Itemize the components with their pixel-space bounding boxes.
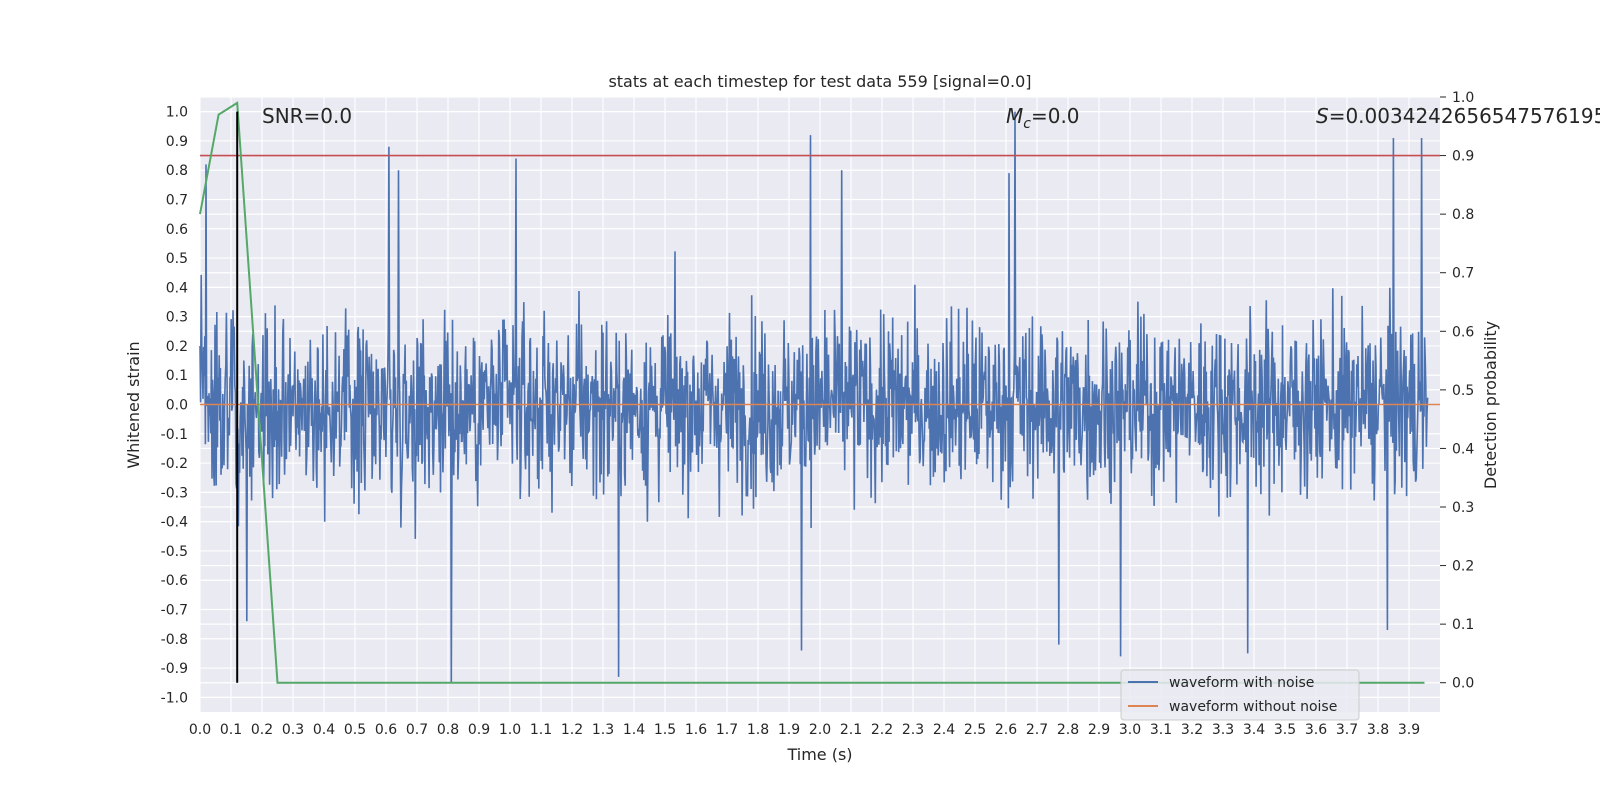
legend-box <box>1120 669 1360 721</box>
x-tick-label: 2.0 <box>809 722 831 738</box>
x-tick-label: 3.4 <box>1243 722 1265 738</box>
y-tick-label: 0.0 <box>166 398 188 414</box>
x-tick-label: 3.8 <box>1367 722 1389 738</box>
x-tick-label: 1.7 <box>716 722 738 738</box>
y-tick-label: -0.1 <box>161 427 188 443</box>
s-symbol: S <box>1316 104 1329 128</box>
mc-subscript: c <box>1023 116 1031 132</box>
x-tick-label: 2.1 <box>840 722 862 738</box>
y-axis-right-label: Detection probability <box>1481 321 1500 489</box>
x-tick-label: 3.9 <box>1398 722 1420 738</box>
y-tick-label: 0.3 <box>166 310 188 326</box>
y-tick-label: 0.4 <box>166 280 188 296</box>
ticks-group: 0.0 0.1 0.2 0.3 0.4 0.5 0.6 0.7 0.8 0.9 1.0 1.1 1.2 1… <box>161 90 1475 738</box>
noise-series-group <box>199 111 1429 683</box>
x-tick-label: 0.4 <box>313 722 335 738</box>
x-tick-label: 3.3 <box>1212 722 1234 738</box>
y-tick-label: 0.6 <box>166 222 188 238</box>
y-right-tick-label: 0.3 <box>1452 500 1474 516</box>
x-tick-label: 0.1 <box>220 722 242 738</box>
y-right-tick-label: 0.1 <box>1452 617 1474 633</box>
x-tick-label: 0.5 <box>344 722 366 738</box>
x-tick-label: 2.3 <box>902 722 924 738</box>
y-right-tick-label: 0.7 <box>1452 266 1474 282</box>
y-right-tick-label: 0.2 <box>1452 559 1474 575</box>
x-tick-label: 3.2 <box>1181 722 1203 738</box>
y-tick-label: 0.7 <box>166 193 188 209</box>
y-tick-label: -0.9 <box>161 661 188 677</box>
x-tick-label: 2.5 <box>964 722 986 738</box>
y-tick-label: 0.1 <box>166 368 188 384</box>
y-tick-label: 0.2 <box>166 339 188 355</box>
x-tick-label: 0.2 <box>251 722 273 738</box>
y-right-tick-label: 0.5 <box>1452 383 1474 399</box>
x-tick-label: 2.4 <box>933 722 955 738</box>
y-right-tick-label: 0.9 <box>1452 149 1474 165</box>
snr-annotation: SNR=0.0 <box>262 104 352 128</box>
x-tick-label: 2.2 <box>871 722 893 738</box>
x-tick-label: 1.3 <box>592 722 614 738</box>
x-tick-label: 1.2 <box>561 722 583 738</box>
x-tick-label: 3.0 <box>1119 722 1141 738</box>
legend-label-noise: waveform with noise <box>1169 675 1314 691</box>
mc-symbol: M <box>1006 104 1023 128</box>
y-tick-label: 1.0 <box>166 105 188 121</box>
y-axis-label: Whitened strain <box>124 341 143 468</box>
y-tick-label: -0.5 <box>161 544 188 560</box>
mc-value: =0.0 <box>1031 104 1080 128</box>
legend-label-clean: waveform without noise <box>1169 699 1337 715</box>
x-tick-label: 0.0 <box>189 722 211 738</box>
legend: waveform with noise waveform without noi… <box>1120 669 1360 721</box>
y-tick-label: -0.6 <box>161 573 188 589</box>
x-tick-label: 0.8 <box>437 722 459 738</box>
x-tick-label: 2.8 <box>1057 722 1079 738</box>
y-tick-label: -1.0 <box>161 690 188 706</box>
y-tick-label: 0.8 <box>166 163 188 179</box>
x-tick-label: 3.5 <box>1274 722 1296 738</box>
annotations-group: SNR=0.0 Mc=0.0 S=0.0034242656547576195 <box>262 104 1600 132</box>
x-tick-label: 3.6 <box>1305 722 1327 738</box>
chart-title: stats at each timestep for test data 559… <box>608 72 1031 91</box>
x-tick-label: 2.6 <box>995 722 1017 738</box>
mc-annotation: Mc=0.0 <box>1006 104 1080 132</box>
y-right-tick-label: 0.8 <box>1452 207 1474 223</box>
x-tick-label: 1.4 <box>623 722 645 738</box>
y-right-tick-label: 0.4 <box>1452 441 1474 457</box>
y-right-tick-label: 0.6 <box>1452 324 1474 340</box>
x-tick-label: 1.0 <box>499 722 521 738</box>
y-tick-label: 0.9 <box>166 134 188 150</box>
x-tick-label: 1.6 <box>685 722 707 738</box>
y-tick-label: -0.4 <box>161 515 188 531</box>
x-tick-label: 1.8 <box>747 722 769 738</box>
x-tick-label: 1.5 <box>654 722 676 738</box>
series-waveform-with-noise <box>199 111 1429 683</box>
x-axis-label: Time (s) <box>786 745 852 764</box>
s-annotation: S=0.0034242656547576195 <box>1316 104 1600 128</box>
x-tick-label: 3.7 <box>1336 722 1358 738</box>
x-tick-label: 1.1 <box>530 722 552 738</box>
y-tick-label: -0.7 <box>161 603 188 619</box>
x-tick-label: 3.1 <box>1150 722 1172 738</box>
s-value: =0.0034242656547576195 <box>1329 104 1600 128</box>
y-tick-label: -0.3 <box>161 485 188 501</box>
x-tick-label: 1.9 <box>778 722 800 738</box>
y-right-tick-label: 1.0 <box>1452 90 1474 106</box>
x-tick-label: 2.9 <box>1088 722 1110 738</box>
y-right-tick-label: 0.0 <box>1452 676 1474 692</box>
y-tick-label: 0.5 <box>166 251 188 267</box>
y-tick-label: -0.2 <box>161 456 188 472</box>
x-tick-label: 0.6 <box>375 722 397 738</box>
x-tick-label: 0.7 <box>406 722 428 738</box>
y-tick-label: -0.8 <box>161 632 188 648</box>
x-tick-label: 2.7 <box>1026 722 1048 738</box>
x-tick-label: 0.9 <box>468 722 490 738</box>
x-tick-label: 0.3 <box>282 722 304 738</box>
